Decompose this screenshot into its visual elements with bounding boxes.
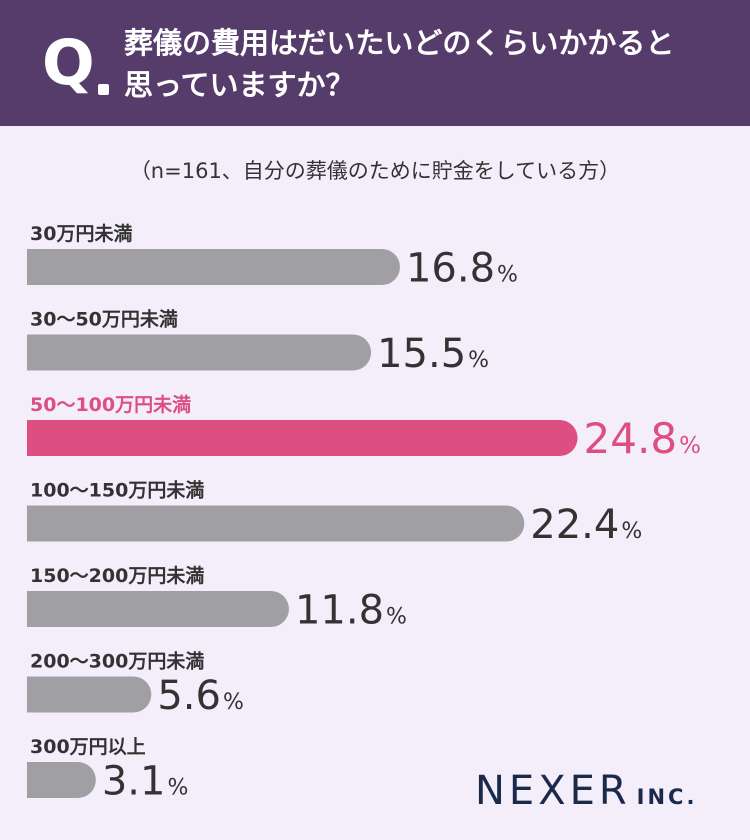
value-label: 3.1% — [102, 758, 189, 804]
bar-left-edge — [27, 505, 45, 542]
bar-left-edge — [27, 420, 45, 456]
question-line-2: 思っていますか？ — [124, 68, 355, 102]
bar — [27, 505, 525, 542]
category-label: 50〜100万円未満 — [30, 393, 191, 416]
value-label: 22.4% — [530, 502, 642, 548]
category-label: 100〜150万円未満 — [30, 479, 204, 502]
logo-name: NEXER — [475, 768, 631, 814]
q-dot — [98, 84, 109, 95]
question-header: Q 葬儀の費用はだいたいどのくらいかかると 思っていますか？ — [0, 0, 750, 126]
bar-left-edge — [27, 762, 45, 798]
bar — [27, 676, 152, 713]
logo-suffix: INC. — [636, 785, 698, 809]
sample-note: （n=161、自分の葬儀のために貯金をしている方） — [129, 159, 621, 183]
value-label: 24.8% — [584, 414, 701, 463]
bar — [27, 249, 400, 285]
question-line-1: 葬儀の費用はだいたいどのくらいかかると — [124, 26, 675, 60]
category-label: 150〜200万円未満 — [30, 564, 204, 587]
question-text: 葬儀の費用はだいたいどのくらいかかると 思っていますか？ — [124, 22, 734, 106]
bar-left-edge — [27, 591, 45, 627]
category-label: 300万円以上 — [30, 736, 146, 758]
category-label: 200〜300万円未満 — [30, 650, 204, 673]
bar-left-edge — [27, 676, 45, 713]
category-label: 30〜50万円未満 — [30, 308, 178, 331]
q-mark: Q — [42, 26, 95, 99]
category-label: 30万円未満 — [30, 222, 132, 245]
nexer-logo: NEXER INC. — [475, 768, 697, 814]
value-label: 15.5% — [377, 331, 489, 377]
bar-left-edge — [27, 249, 45, 285]
bar — [27, 334, 372, 371]
value-label: 5.6% — [157, 673, 244, 719]
value-label: 11.8% — [295, 587, 407, 633]
bar — [27, 591, 289, 627]
value-label: 16.8% — [406, 245, 518, 291]
bar — [27, 420, 578, 456]
bar-left-edge — [27, 334, 45, 371]
